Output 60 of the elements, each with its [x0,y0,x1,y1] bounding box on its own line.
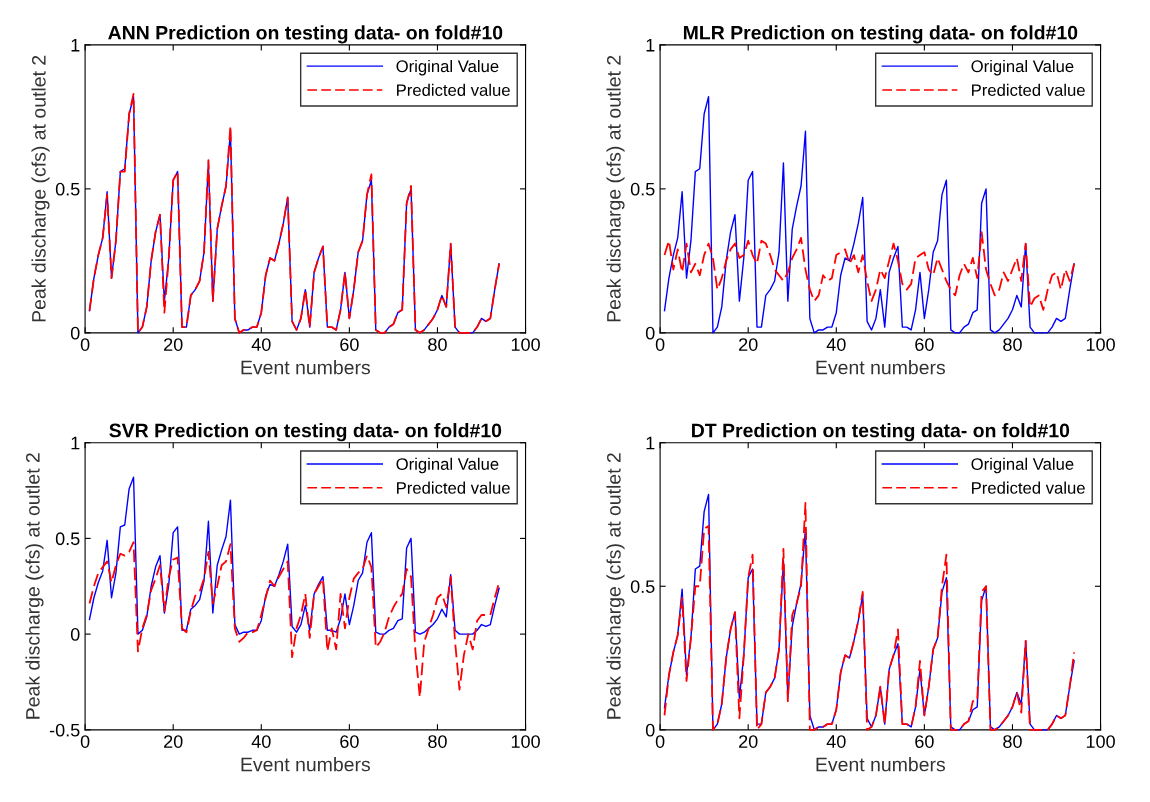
x-tick-label: 0 [80,338,90,351]
x-tick-label: 20 [164,735,183,748]
line-series [663,96,1075,334]
y-tick-label: -0.5 [49,723,80,737]
x-tick-label: 80 [1003,735,1022,748]
x-tick-label: 80 [428,338,447,351]
y-axis-title: Peak discharge (cfs) at outlet 2 [25,453,44,719]
y-axis-title: Peak discharge (cfs) at outlet 2 [606,453,625,719]
chart-title: SVR Prediction on testing data- on fold#10 [109,423,502,442]
y-tick-label: 0.5 [55,182,80,196]
y-axis-title: Peak discharge (cfs) at outlet 2 [606,55,625,322]
y-tick-label: 1 [71,39,80,52]
x-tick-label: 40 [826,338,846,351]
x-tick-label: 20 [739,735,758,748]
x-tick-label: 100 [1086,735,1115,748]
x-tick-label: 40 [251,338,271,351]
y-tick-label: 1 [646,39,655,52]
y-tick-label: 0 [645,326,655,340]
y-tick-label: 0 [645,723,655,737]
x-tick-label: 60 [340,338,359,351]
x-tick-label: 40 [826,735,846,748]
x-tick-label: 40 [251,735,271,748]
y-tick-label: 1 [71,436,80,450]
legend-label: Original Value [396,457,499,474]
x-tick-label: 0 [80,735,90,748]
x-axis-title: Event numbers [816,360,946,375]
x-tick-label: 20 [739,338,758,351]
legend-label: Predicted value [972,481,1085,494]
x-tick-label: 60 [340,735,359,748]
legend-label: Predicted value [972,83,1085,97]
x-tick-label: 60 [915,338,934,351]
legend-label: Original Value [971,457,1074,474]
chart-title: ANN Prediction on testing data- on fold#10 [108,25,503,44]
line-series [88,541,501,699]
x-axis-title: Event numbers [241,360,371,375]
x-axis-title: Event numbers [241,757,371,772]
y-tick-label: 0 [70,628,80,641]
y-tick-label: 1 [646,436,655,450]
legend-label: Original Value [971,59,1074,76]
x-tick-label: 100 [1086,338,1115,351]
line-series [663,231,1076,311]
x-tick-label: 100 [511,338,540,351]
y-tick-label: 0.5 [55,532,80,546]
chart-title: MLR Prediction on testing data- on fold#10 [683,25,1078,44]
x-tick-label: 20 [164,338,183,351]
chart-title: DT Prediction on testing data- on fold#10 [692,423,1070,442]
x-tick-label: 80 [1003,338,1022,351]
x-tick-label: 0 [655,735,665,748]
legend-label: Predicted value [397,83,510,97]
y-tick-label: 0 [70,326,80,340]
x-axis-title: Event numbers [816,757,946,772]
x-tick-label: 0 [655,338,665,351]
x-tick-label: 60 [915,735,934,748]
legend-label: Original Value [396,59,499,76]
x-tick-label: 80 [428,735,447,748]
y-axis-title: Peak discharge (cfs) at outlet 2 [31,55,50,322]
y-tick-label: 0.5 [630,580,655,593]
x-tick-label: 100 [511,735,540,748]
y-tick-label: 0.5 [630,182,655,196]
legend-label: Predicted value [397,481,510,494]
